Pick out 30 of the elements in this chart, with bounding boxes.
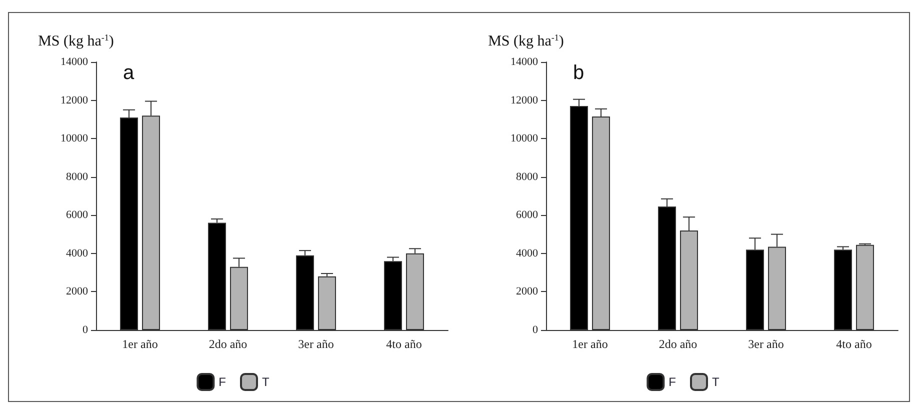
x-tick-label: 2do año	[658, 337, 698, 351]
y-tick-label: 14000	[60, 56, 88, 68]
y-tick-label: 8000	[516, 170, 538, 183]
y-tick-label: 12000	[60, 94, 88, 106]
y-tick-label: 0	[532, 324, 538, 336]
x-tick-label: 2do año	[208, 337, 248, 351]
y-tick-label: 0	[82, 324, 88, 336]
y-tick-label: 14000	[510, 56, 538, 68]
y-tick-label: 8000	[66, 170, 88, 183]
x-tick-label: 3er año	[298, 337, 334, 351]
y-tick-label: 10000	[510, 132, 538, 145]
y-tick-label: 4000	[66, 247, 88, 260]
x-tick-label: 1er año	[122, 337, 158, 351]
x-tick-label: 4to año	[386, 337, 422, 351]
y-tick-label: 2000	[66, 286, 88, 298]
y-tick-label: 6000	[516, 209, 538, 222]
y-tick-label: 4000	[516, 247, 538, 260]
x-tick-label: 3er año	[748, 337, 784, 351]
legend-label: F	[218, 375, 226, 389]
y-tick-label: 6000	[66, 209, 88, 222]
chart-title: a	[123, 62, 135, 84]
y-tick-label: 12000	[510, 94, 538, 106]
x-tick-label: 4to año	[836, 337, 872, 351]
legend-label: T	[712, 375, 720, 389]
x-tick-label: 1er año	[572, 337, 608, 351]
y-tick-label: 2000	[516, 286, 538, 298]
legend-label: T	[262, 375, 270, 389]
y-tick-label: 10000	[60, 132, 88, 145]
chart-title: b	[573, 62, 584, 84]
legend-label: F	[668, 375, 676, 389]
